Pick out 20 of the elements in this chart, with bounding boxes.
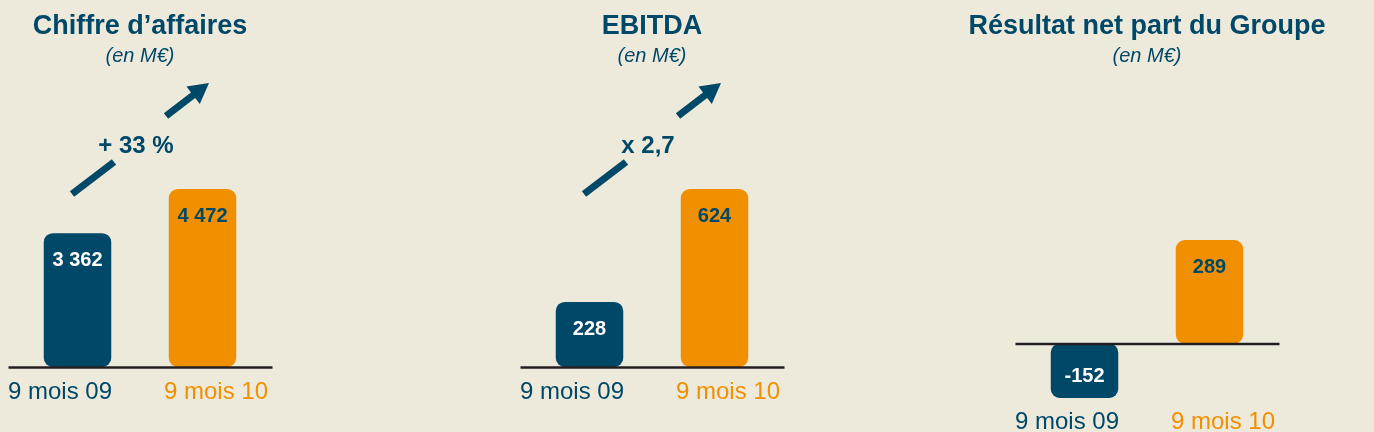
data-label: 289 (1192, 255, 1227, 277)
data-label: 624 (697, 204, 733, 226)
text: x 2,7 (621, 130, 675, 158)
chart-title: Résultat net part du Groupe (968, 10, 1326, 40)
data-label: 4 472 (177, 204, 228, 226)
chart-subtitle: (en M€) (617, 44, 687, 66)
data-label: -152 (1064, 364, 1105, 386)
x-tick-label: 9 mois 09 (1015, 407, 1120, 432)
x-tick-label: 9 mois 10 (675, 376, 780, 404)
data-label: 228 (572, 316, 607, 339)
x-tick-label: 9 mois 10 (1170, 407, 1275, 432)
data-label: 3 362 (52, 248, 103, 271)
chart-title: EBITDA (601, 10, 703, 40)
x-tick-label: 9 mois 10 (163, 376, 268, 404)
text: + 33 % (98, 130, 174, 158)
chart-title: Chiffre d’affaires (32, 10, 248, 40)
x-tick-label: 9 mois 09 (520, 376, 625, 404)
chart-subtitle: (en M€) (105, 44, 175, 66)
chart-subtitle: (en M€) (1112, 44, 1182, 66)
x-tick-label: 9 mois 09 (8, 376, 113, 404)
